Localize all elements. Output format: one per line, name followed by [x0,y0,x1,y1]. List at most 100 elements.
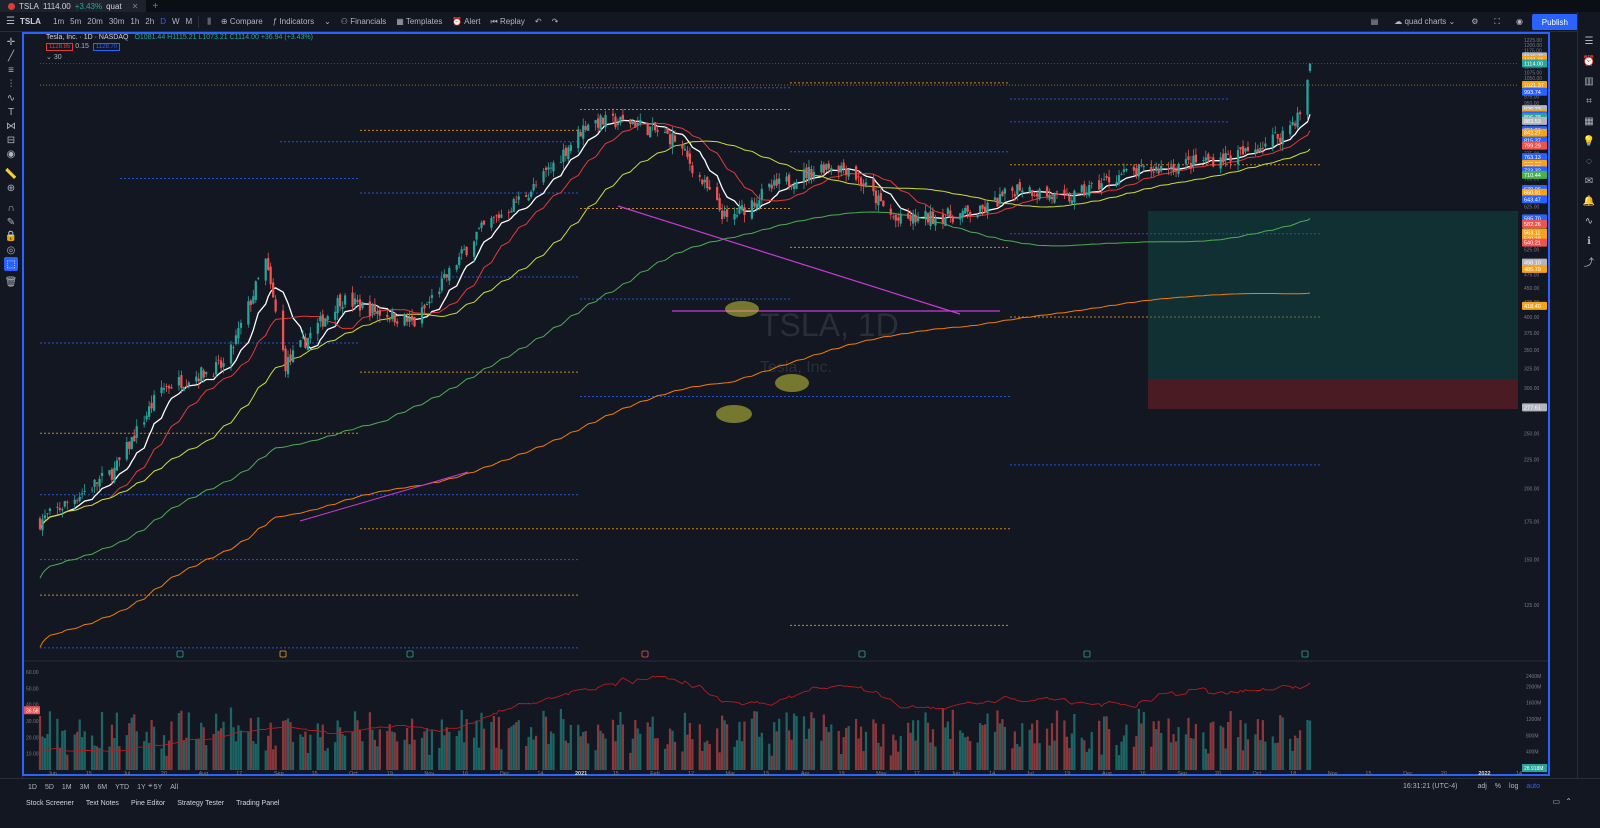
volume-bar[interactable] [351,731,354,770]
volume-bar[interactable] [929,742,932,770]
candle[interactable] [1142,166,1145,167]
volume-bar[interactable] [222,721,225,770]
candle[interactable] [691,165,694,174]
volume-bar[interactable] [616,724,620,770]
candle[interactable] [388,319,391,321]
crosshair-icon[interactable]: ✛ [6,36,16,48]
candle[interactable] [1038,189,1041,200]
candle[interactable] [564,147,567,156]
volume-bar[interactable] [130,717,133,770]
volume-bar[interactable] [353,711,357,770]
volume-bar[interactable] [897,751,900,770]
volume-bar[interactable] [1241,750,1245,770]
volume-bar[interactable] [802,716,806,770]
candle[interactable] [614,116,617,128]
indicators-button[interactable]: ƒ Indicators [272,17,315,26]
volume-bar[interactable] [1224,748,1227,770]
candle[interactable] [673,135,677,142]
candle[interactable] [1289,125,1292,135]
volume-bar[interactable] [319,737,322,770]
volume-bar[interactable] [440,719,443,770]
volume-bar[interactable] [133,714,136,770]
volume-bar[interactable] [735,740,739,770]
candle[interactable] [492,217,496,218]
volume-bar[interactable] [1219,725,1222,770]
candle[interactable] [254,281,257,301]
candle[interactable] [1160,165,1163,172]
candle[interactable] [403,314,406,326]
volume-bar[interactable] [1254,734,1257,770]
candle[interactable] [1264,143,1267,147]
volume-bar[interactable] [1246,739,1250,770]
volume-bar[interactable] [81,737,84,770]
candle[interactable] [200,367,203,382]
volume-bar[interactable] [125,735,128,770]
pattern-icon[interactable]: ⋈ [6,120,16,132]
candle[interactable] [448,268,451,281]
candle[interactable] [1135,168,1138,176]
buy-price-box[interactable]: 1128.70 [92,43,121,51]
candle[interactable] [239,322,243,328]
volume-bar[interactable] [1155,729,1158,770]
candle[interactable] [822,164,825,173]
candle[interactable] [477,227,481,229]
candle[interactable] [532,183,535,191]
candle[interactable] [1293,123,1297,126]
candle[interactable] [812,171,816,178]
volume-bar[interactable] [1055,710,1059,770]
volume-bar[interactable] [807,728,811,770]
candle[interactable] [1115,182,1118,185]
range-ytd[interactable]: YTD [115,783,130,791]
candle[interactable] [716,187,719,200]
adj-toggle[interactable]: adj [1477,782,1487,790]
volume-bar[interactable] [41,736,44,770]
candle[interactable] [698,175,701,177]
candle[interactable] [562,149,565,162]
volume-bar[interactable] [274,745,277,770]
volume-bar[interactable] [272,749,275,770]
candle[interactable] [100,472,104,476]
trend-icon[interactable]: ⤴ [1584,257,1594,269]
candle[interactable] [440,278,443,291]
volume-bar[interactable] [118,746,121,770]
goto-date-icon[interactable]: ⌖ [148,781,153,790]
candle[interactable] [768,183,771,188]
candle[interactable] [1194,154,1198,163]
candle[interactable] [152,395,156,411]
volume-bar[interactable] [1264,741,1267,770]
moving-average-line[interactable] [39,292,1311,648]
interval-D[interactable]: D [160,17,166,26]
candle[interactable] [1204,157,1207,161]
candle[interactable] [269,266,272,285]
volume-bar[interactable] [512,724,515,770]
candle[interactable] [820,164,823,173]
volume-bar[interactable] [1028,729,1031,770]
candle[interactable] [1152,171,1155,173]
brush-icon[interactable]: ∿ [6,92,16,104]
volume-bar[interactable] [753,711,756,770]
candle[interactable] [1098,180,1101,190]
volume-bar[interactable] [907,722,910,770]
candle[interactable] [753,202,756,207]
volume-bar[interactable] [1152,721,1155,770]
candle[interactable] [708,186,711,190]
candle[interactable] [46,513,49,515]
volume-bar[interactable] [428,754,431,770]
volume-bar[interactable] [507,728,510,770]
volume-bar[interactable] [100,711,104,770]
volume-bar[interactable] [162,735,166,770]
candle[interactable] [299,340,302,348]
menu-icon[interactable]: ☰ [6,16,15,27]
candle[interactable] [584,126,587,131]
volume-bar[interactable] [743,721,746,770]
candle[interactable] [371,304,374,314]
volume-bar[interactable] [284,720,287,770]
earnings-event-icon[interactable] [1301,650,1309,658]
volume-bar[interactable] [983,724,987,770]
volume-bar[interactable] [944,727,947,770]
candle[interactable] [567,147,570,160]
candle[interactable] [1276,133,1279,139]
volume-bar[interactable] [525,745,528,770]
volume-bar[interactable] [1306,719,1309,770]
volume-bar[interactable] [698,724,701,770]
